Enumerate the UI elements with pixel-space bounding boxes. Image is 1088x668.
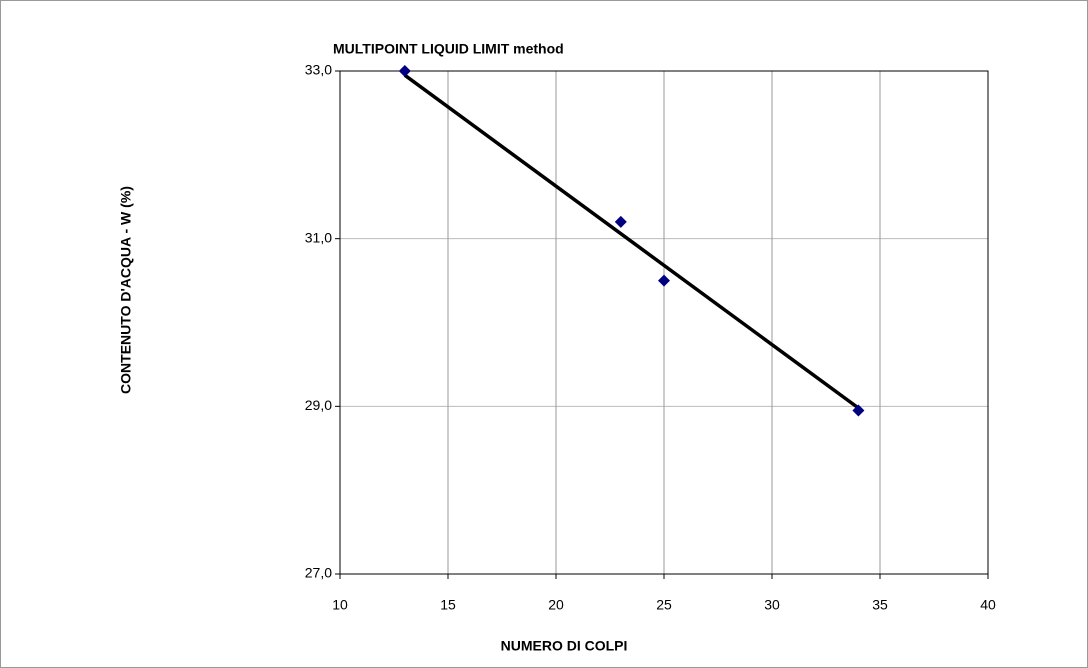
x-tick-label: 25 (656, 597, 672, 613)
plot-border (339, 70, 989, 575)
y-tick-label: 27,0 (305, 565, 332, 581)
point (398, 65, 411, 77)
y-tick-label: 33,0 (305, 62, 332, 78)
x-tick-label: 20 (548, 597, 564, 613)
y-tick-label: 29,0 (305, 397, 332, 413)
y-axis-label: CONTENUTO D'ACQUA - W (%) (118, 186, 134, 394)
x-tick-label: 40 (980, 597, 996, 613)
point (852, 404, 865, 417)
x-tick-label: 35 (872, 597, 888, 613)
chart-title: MULTIPOINT LIQUID LIMIT method (333, 41, 564, 57)
point (658, 274, 670, 287)
x-axis-label: NUMERO DI COLPI (501, 638, 628, 654)
x-tick-label: 15 (440, 597, 456, 613)
point (614, 215, 627, 228)
x-tick-label: 30 (764, 597, 780, 613)
y-tick-label: 31,0 (305, 229, 332, 245)
trendline (403, 73, 860, 410)
x-tick-label: 10 (332, 597, 348, 613)
